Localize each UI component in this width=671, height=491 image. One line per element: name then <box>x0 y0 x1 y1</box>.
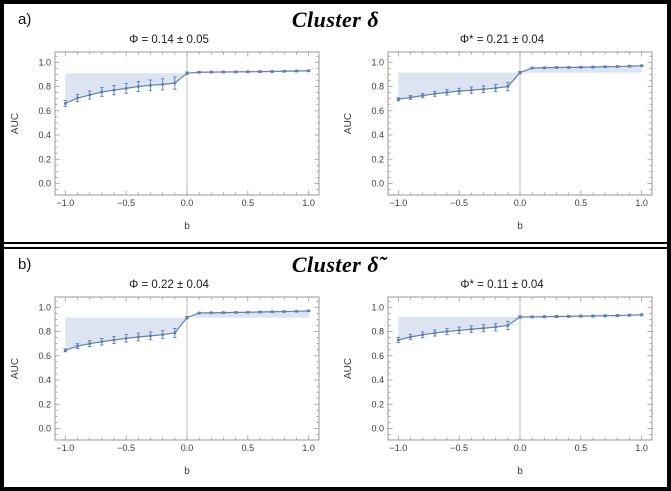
svg-text:0.0: 0.0 <box>514 198 527 208</box>
svg-text:0.4: 0.4 <box>371 375 384 385</box>
svg-text:1.0: 1.0 <box>38 57 51 67</box>
svg-text:0.0: 0.0 <box>514 443 527 453</box>
svg-text:0.4: 0.4 <box>38 375 51 385</box>
svg-text:AUC: AUC <box>10 113 21 134</box>
plot-canvas: −1.0 −0.5 0.0 0.5 1.0 0.0 0.2 0.4 0.6 0.8 1.0 b AUC <box>343 296 653 477</box>
svg-text:0.0: 0.0 <box>181 198 194 208</box>
svg-text:0.8: 0.8 <box>371 82 384 92</box>
svg-text:1.0: 1.0 <box>371 302 384 312</box>
subplot-phistar-delta: Φ* = 0.21 ± 0.04 −1.0 −0.5 0.0 0.5 1.0 0.0 0.2… <box>341 33 663 234</box>
subplot-phi-delta: Φ = 0.14 ± 0.05 −1.0 −0.5 0.0 0.5 1.0 0.0 0.2 0… <box>8 33 330 234</box>
panel-a-label: a) <box>18 11 32 28</box>
svg-text:b: b <box>184 466 190 477</box>
panel-b-title: Cluster δ̃ <box>291 252 380 277</box>
svg-text:0.8: 0.8 <box>371 327 384 337</box>
svg-text:b: b <box>517 466 523 477</box>
svg-text:−1.0: −1.0 <box>389 443 407 453</box>
subplot-phistar-deltatilde: Φ* = 0.11 ± 0.04 −1.0 −0.5 0.0 0.5 1.0 0.0 0.2… <box>341 278 663 479</box>
svg-text:AUC: AUC <box>343 113 354 134</box>
svg-text:0.0: 0.0 <box>38 423 51 433</box>
svg-text:AUC: AUC <box>343 358 354 379</box>
svg-text:0.5: 0.5 <box>242 198 255 208</box>
svg-text:0.4: 0.4 <box>371 130 384 140</box>
plot-canvas: −1.0 −0.5 0.0 0.5 1.0 0.0 0.2 0.4 0.6 0.8 1.0 b AUC <box>10 296 320 477</box>
svg-text:0.4: 0.4 <box>38 130 51 140</box>
svg-text:b: b <box>517 221 523 232</box>
svg-text:0.8: 0.8 <box>38 82 51 92</box>
plot-canvas: −1.0 −0.5 0.0 0.5 1.0 0.0 0.2 0.4 0.6 0.8 1.0 b AUC <box>10 51 320 232</box>
subplot-phi-deltatilde: Φ = 0.22 ± 0.04 −1.0 −0.5 0.0 0.5 1.0 0.0 0.2 0… <box>8 278 330 479</box>
panel-a-title: Cluster δ <box>291 7 380 32</box>
svg-text:1.0: 1.0 <box>635 198 648 208</box>
panel-b: b) Cluster δ̃ Φ = 0.22 ± 0.04 −1.0 −0.5 0.… <box>4 249 667 487</box>
svg-text:0.0: 0.0 <box>371 423 384 433</box>
svg-text:0.6: 0.6 <box>38 106 51 116</box>
panel-b-label: b) <box>18 256 32 273</box>
svg-text:1.0: 1.0 <box>635 443 648 453</box>
svg-text:0.6: 0.6 <box>38 351 51 361</box>
svg-text:0.8: 0.8 <box>38 327 51 337</box>
svg-text:0.0: 0.0 <box>371 178 384 188</box>
svg-text:−1.0: −1.0 <box>56 198 74 208</box>
panel-divider <box>4 242 667 249</box>
svg-text:0.2: 0.2 <box>38 399 51 409</box>
svg-text:−1.0: −1.0 <box>56 443 74 453</box>
svg-text:0.2: 0.2 <box>38 154 51 164</box>
svg-text:0.6: 0.6 <box>371 106 384 116</box>
panel-a: a) Cluster δ Φ = 0.14 ± 0.05 −1.0 −0.5 0.0… <box>4 4 667 242</box>
svg-text:−0.5: −0.5 <box>450 198 468 208</box>
svg-text:AUC: AUC <box>10 358 21 379</box>
svg-text:−1.0: −1.0 <box>389 198 407 208</box>
svg-text:0.6: 0.6 <box>371 351 384 361</box>
subplot-title: Φ* = 0.11 ± 0.04 <box>460 279 544 291</box>
svg-text:−0.5: −0.5 <box>117 198 135 208</box>
svg-text:0.2: 0.2 <box>371 399 384 409</box>
subplot-title: Φ* = 0.21 ± 0.04 <box>459 34 545 46</box>
panel-b-plots-row: Φ = 0.22 ± 0.04 −1.0 −0.5 0.0 0.5 1.0 0.0 0.2 0… <box>8 278 663 479</box>
plot-canvas: −1.0 −0.5 0.0 0.5 1.0 0.0 0.2 0.4 0.6 0.8 1.0 b AUC <box>343 51 653 232</box>
svg-text:b: b <box>184 221 190 232</box>
svg-text:0.0: 0.0 <box>38 178 51 188</box>
svg-text:0.5: 0.5 <box>242 443 255 453</box>
svg-text:0.5: 0.5 <box>575 198 588 208</box>
panel-a-plots-row: Φ = 0.14 ± 0.05 −1.0 −0.5 0.0 0.5 1.0 0.0 0.2 0… <box>8 33 663 234</box>
subplot-title: Φ = 0.22 ± 0.04 <box>129 279 209 291</box>
svg-text:0.0: 0.0 <box>181 443 194 453</box>
subplot-title: Φ = 0.14 ± 0.05 <box>129 34 209 46</box>
svg-text:1.0: 1.0 <box>38 302 51 312</box>
svg-text:0.5: 0.5 <box>575 443 588 453</box>
svg-text:−0.5: −0.5 <box>450 443 468 453</box>
svg-text:1.0: 1.0 <box>302 198 315 208</box>
svg-text:−0.5: −0.5 <box>117 443 135 453</box>
svg-text:1.0: 1.0 <box>371 57 384 67</box>
svg-text:1.0: 1.0 <box>302 443 315 453</box>
svg-text:0.2: 0.2 <box>371 154 384 164</box>
